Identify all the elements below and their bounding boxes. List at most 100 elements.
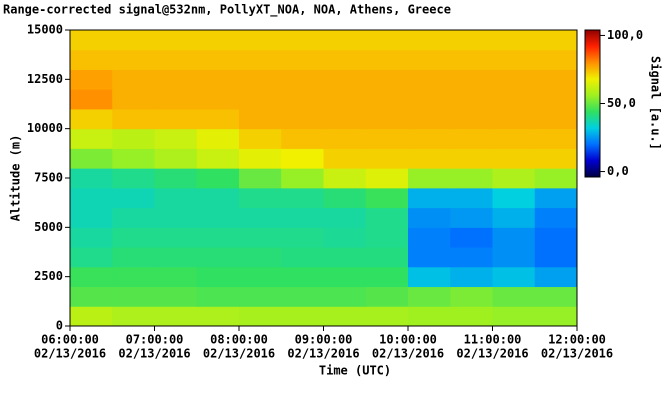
x-tick-date: 02/13/2016	[541, 347, 613, 361]
heatmap-cell	[154, 168, 198, 189]
heatmap-cell	[534, 286, 578, 307]
heatmap-cell	[112, 49, 155, 70]
heatmap-cell	[239, 266, 282, 288]
heatmap-cell	[365, 247, 409, 268]
heatmap-cell	[365, 306, 409, 327]
heatmap-cell	[196, 266, 240, 288]
heatmap-cell	[408, 49, 451, 70]
heatmap-cell	[534, 108, 578, 130]
heatmap-cell	[196, 207, 240, 228]
heatmap-cell	[492, 187, 536, 209]
heatmap-cell	[281, 49, 324, 70]
heatmap-cell	[450, 108, 493, 130]
colorbar-label: Signal [a.u.]	[649, 56, 663, 150]
heatmap-cell	[196, 108, 240, 130]
heatmap-cell	[408, 286, 451, 307]
heatmap-cell	[239, 49, 282, 70]
heatmap-cell	[408, 89, 451, 110]
x-tick-date: 02/13/2016	[34, 347, 106, 361]
y-tick-label: 10000	[27, 121, 63, 135]
heatmap-cell	[70, 187, 113, 209]
y-tick-label: 2500	[34, 269, 63, 283]
heatmap-cell	[70, 247, 113, 268]
heatmap-cell	[281, 227, 324, 248]
heatmap-cell	[323, 168, 367, 189]
heatmap-cell	[239, 128, 282, 149]
heatmap-cell	[281, 266, 324, 288]
x-tick-label: 07:00:00	[126, 333, 184, 347]
x-tick-label: 08:00:00	[210, 333, 268, 347]
heatmap-cell	[70, 30, 113, 51]
heatmap-cell	[196, 168, 240, 189]
heatmap-cell	[281, 89, 324, 110]
heatmap-cell	[492, 49, 536, 70]
heatmap-cell	[492, 247, 536, 268]
heatmap-cell	[112, 89, 155, 110]
heatmap-cell	[323, 227, 367, 248]
heatmap-cell	[365, 168, 409, 189]
heatmap-cell	[492, 266, 536, 288]
y-tick-label: 12500	[27, 72, 63, 86]
heatmap-cell	[365, 49, 409, 70]
colorbar-tick-label: 100,0	[607, 28, 643, 42]
heatmap-cell	[196, 128, 240, 149]
heatmap-cell	[323, 49, 367, 70]
heatmap-cell	[323, 266, 367, 288]
heatmap-cell	[323, 148, 367, 169]
heatmap-cell	[239, 187, 282, 209]
heatmap-cell	[323, 128, 367, 149]
heatmap-cell	[154, 108, 198, 130]
heatmap-cell	[281, 108, 324, 130]
heatmap-cell	[323, 247, 367, 268]
heatmap-cell	[196, 247, 240, 268]
heatmap-cell	[450, 128, 493, 149]
heatmap-cell	[154, 286, 198, 307]
heatmap-cell	[70, 89, 113, 110]
heatmap-cell	[281, 69, 324, 90]
heatmap-cell	[450, 30, 493, 51]
heatmap-cell	[534, 187, 578, 209]
heatmap-cell	[239, 30, 282, 51]
heatmap-cell	[450, 89, 493, 110]
heatmap-cell	[534, 69, 578, 90]
heatmap-cell	[492, 89, 536, 110]
heatmap-cell	[365, 286, 409, 307]
heatmap-cell	[281, 247, 324, 268]
heatmap-cell	[154, 266, 198, 288]
heatmap-cell	[323, 108, 367, 130]
heatmap-cell	[365, 148, 409, 169]
heatmap-cell	[196, 30, 240, 51]
y-tick-label: 5000	[34, 220, 63, 234]
x-tick-date: 02/13/2016	[372, 347, 444, 361]
heatmap-cell	[196, 227, 240, 248]
heatmap-cell	[154, 49, 198, 70]
heatmap-cell	[70, 128, 113, 149]
colorbar-tick-label: 50,0	[607, 96, 636, 110]
heatmap-cell	[281, 128, 324, 149]
heatmap-cell	[492, 168, 536, 189]
heatmap-cell	[281, 286, 324, 307]
x-tick-date: 02/13/2016	[456, 347, 528, 361]
heatmap-cell	[112, 128, 155, 149]
heatmap-cell	[239, 227, 282, 248]
heatmap-cell	[281, 148, 324, 169]
heatmap-cell	[492, 108, 536, 130]
heatmap-cell	[492, 30, 536, 51]
heatmap-cell	[450, 247, 493, 268]
heatmap-cell	[239, 108, 282, 130]
x-axis-label: Time (UTC)	[319, 364, 391, 378]
heatmap-cell	[70, 286, 113, 307]
heatmap-cell	[70, 207, 113, 228]
heatmap-cell	[70, 168, 113, 189]
heatmap-cell	[281, 30, 324, 51]
heatmap-cell	[196, 187, 240, 209]
x-tick-date: 02/13/2016	[287, 347, 359, 361]
heatmap-cell	[365, 89, 409, 110]
y-tick-label: 7500	[34, 171, 63, 185]
heatmap-cell	[154, 89, 198, 110]
heatmap-cell	[365, 187, 409, 209]
heatmap-cell	[70, 266, 113, 288]
x-tick-label: 06:00:00	[41, 333, 99, 347]
heatmap-cell	[196, 286, 240, 307]
